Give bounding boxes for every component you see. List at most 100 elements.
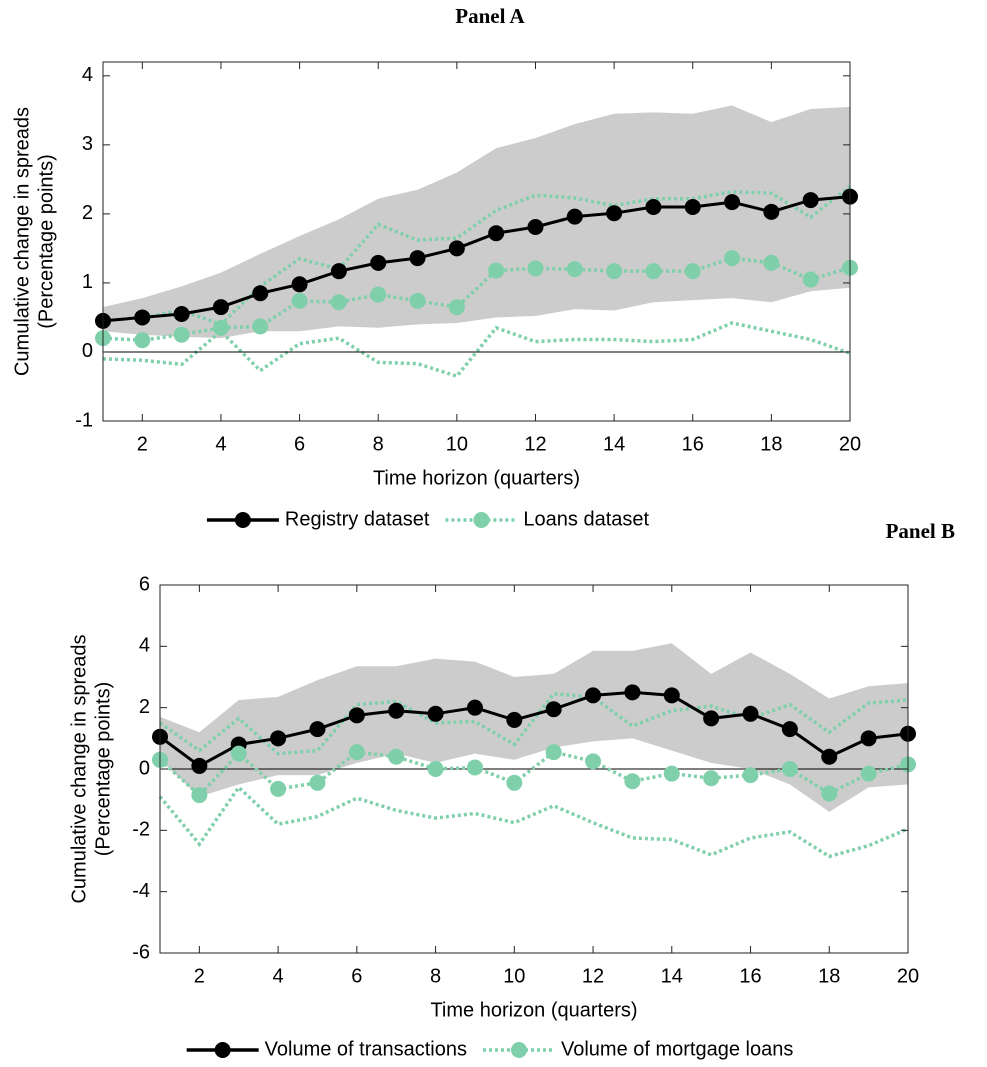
x-tick-label: 16 [682,433,704,455]
data-point [545,744,562,761]
interval-line [158,784,909,859]
interval-line [158,692,909,756]
data-point [860,765,877,782]
x-tick-label: 6 [294,433,305,455]
x-tick-label: 14 [661,965,683,987]
legend-marker [473,512,490,528]
data-point [527,260,544,277]
panel-title: Panel A [455,4,525,28]
legend-label: Registry dataset [285,508,430,530]
data-point [566,261,583,278]
y-axis-label: (Percentage points) [92,682,114,857]
data-point [624,773,641,790]
legend-label: Volume of mortgage loans [561,1038,793,1060]
legend-marker [214,1042,231,1058]
data-point [191,757,208,774]
data-point [370,286,387,303]
y-tick-label: -1 [75,409,93,431]
data-point [684,263,701,280]
data-point [252,318,269,335]
data-point [134,332,151,349]
data-point [781,761,798,777]
data-point [230,745,247,762]
x-tick-label: 4 [273,965,284,987]
y-tick-label: -2 [132,819,150,841]
x-tick-label: 6 [351,965,362,987]
x-axis-label: Time horizon (quarters) [373,467,580,489]
data-point [506,711,523,728]
data-point [585,753,602,770]
x-tick-label: 2 [137,433,148,455]
x-tick-label: 18 [760,433,782,455]
data-point [663,687,680,704]
data-point [448,299,465,316]
data-point [585,687,602,704]
x-tick-label: 8 [430,965,441,987]
data-point [466,699,483,716]
legend-marker [510,1042,527,1058]
data-point [348,707,365,724]
x-tick-label: 14 [603,433,625,455]
data-point [252,285,269,302]
y-tick-label: -6 [132,941,150,963]
data-point [506,774,523,791]
legend: Volume of transactions Volume of mortgage… [186,1038,793,1060]
panel-title: Panel B [886,519,955,543]
x-tick-label: 18 [818,965,840,987]
data-point [606,205,623,222]
data-point [645,198,662,215]
data-point [624,684,641,701]
data-point [488,262,505,279]
data-point [191,787,208,804]
data-point [703,770,720,787]
data-point [663,765,680,782]
legend: Registry dataset Loans dataset [206,508,650,530]
data-point [545,701,562,718]
y-tick-label: 0 [82,340,93,362]
data-point [566,208,583,225]
y-axis-label: Cumulative change in spreads [11,107,33,376]
data-point [309,721,326,738]
data-point [173,326,190,343]
data-point [427,761,444,777]
legend-label: Loans dataset [523,508,649,530]
y-axis-label: Cumulative change in spreads [68,634,90,903]
x-tick-label: 12 [582,965,604,987]
data-point [309,774,326,791]
x-tick-label: 10 [503,965,525,987]
y-tick-label: 3 [82,133,93,155]
confidence-band [160,643,908,812]
interval-line [102,321,851,379]
y-tick-label: 2 [82,202,93,224]
data-point [763,203,780,220]
data-point [488,225,505,242]
plot-frame [102,61,851,422]
data-point [821,785,838,802]
x-tick-label: 4 [215,433,226,455]
x-tick-label: 8 [373,433,384,455]
data-point [684,198,701,215]
data-point [270,730,287,747]
data-point [291,292,308,309]
data-point [742,767,759,784]
y-tick-label: 2 [139,696,150,718]
data-point [763,254,780,271]
data-point [802,271,819,288]
legend-marker [234,512,251,528]
data-point [388,748,405,765]
y-tick-label: 0 [139,757,150,779]
data-point [742,705,759,722]
data-point [409,292,426,309]
x-tick-label: 10 [446,433,468,455]
data-point [802,192,819,209]
legend-label: Volume of transactions [265,1038,467,1060]
data-point [270,780,287,797]
data-point [348,744,365,761]
x-tick-label: 12 [524,433,546,455]
data-point [860,730,877,747]
confidence-band [103,105,850,339]
x-tick-label: 20 [897,965,919,987]
data-point [645,263,662,280]
y-tick-label: 6 [139,573,150,595]
data-point [291,276,308,293]
